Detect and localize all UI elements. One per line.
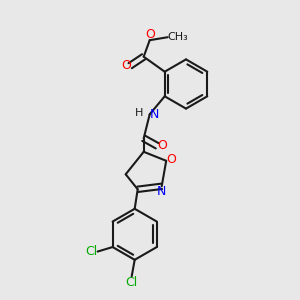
Text: O: O — [167, 153, 176, 166]
Text: Cl: Cl — [126, 276, 138, 289]
Text: O: O — [145, 28, 154, 41]
Text: O: O — [121, 59, 130, 72]
Text: CH₃: CH₃ — [168, 32, 189, 42]
Text: O: O — [158, 139, 167, 152]
Text: N: N — [156, 185, 166, 198]
Text: H: H — [135, 108, 143, 118]
Text: N: N — [150, 108, 159, 121]
Text: Cl: Cl — [85, 245, 97, 258]
